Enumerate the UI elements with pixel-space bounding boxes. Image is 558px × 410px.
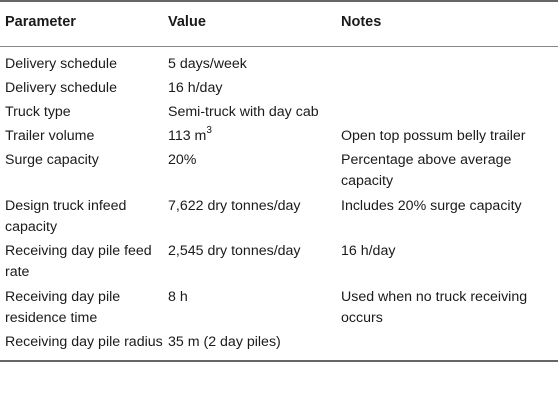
cell-value: 20% [168,152,197,168]
cell-parameter: Receiving day pile feed rate [5,243,152,280]
table-row: Design truck infeed capacity 7,622 dry t… [0,194,558,240]
cell-parameter: Delivery schedule [5,80,117,96]
cell-value: 113 m3 [168,125,341,149]
table-row: Receiving day pile feed rate 2,545 dry t… [0,240,558,286]
table-header: Parameter Value Notes [0,0,558,47]
cell-parameter: Surge capacity [5,152,99,168]
cell-parameter: Design truck infeed capacity [5,197,127,235]
cell-value: 7,622 dry tonnes/day [168,197,301,214]
cell-notes: 16 h/day [341,243,396,259]
cell-notes [341,101,558,125]
header-row: Parameter Value Notes [0,0,558,47]
cell-parameter: Receiving day pile radius [0,330,168,362]
cell-value-text: 113 m [168,128,207,144]
cell-value: 16 h/day [168,80,223,96]
header-notes: Notes [341,0,558,47]
cell-value: 2,545 dry tonnes/day [168,243,301,259]
table-row: Trailer volume 113 m3 Open top possum be… [0,125,558,149]
cell-notes: Used when no truck receiving occurs [341,288,528,326]
table-row: Truck type Semi-truck with day cab [0,101,558,125]
table-row: Delivery schedule 16 h/day [0,77,558,101]
cell-value: 35 m (2 day piles) [168,330,341,362]
cell-value-superscript: 3 [206,125,212,137]
cell-notes: Open top possum belly trailer [341,128,526,144]
cell-parameter: Delivery schedule [5,56,117,72]
table-row: Surge capacity 20% Percentage above aver… [0,149,558,195]
cell-value: 5 days/week [168,56,247,72]
table-row: Receiving day pile radius 35 m (2 day pi… [0,330,558,362]
parameters-table: Parameter Value Notes Delivery schedule … [0,0,558,362]
cell-notes: Includes 20% surge capacity [341,197,522,214]
cell-value: 8 h [168,288,188,305]
cell-parameter: Truck type [5,104,71,120]
cell-notes: Percentage above average capacity [341,152,512,189]
cell-notes [341,77,558,101]
table-body: Delivery schedule 5 days/week Delivery s… [0,47,558,362]
cell-parameter: Trailer volume [5,128,95,144]
header-value: Value [168,0,341,47]
cell-notes [341,47,558,77]
table-row: Receiving day pile residence time 8 h Us… [0,285,558,331]
table-row: Delivery schedule 5 days/week [0,47,558,77]
cell-value: Semi-truck with day cab [168,104,319,120]
cell-notes [341,330,558,362]
header-parameter: Parameter [0,0,168,47]
cell-parameter: Receiving day pile residence time [5,288,121,326]
